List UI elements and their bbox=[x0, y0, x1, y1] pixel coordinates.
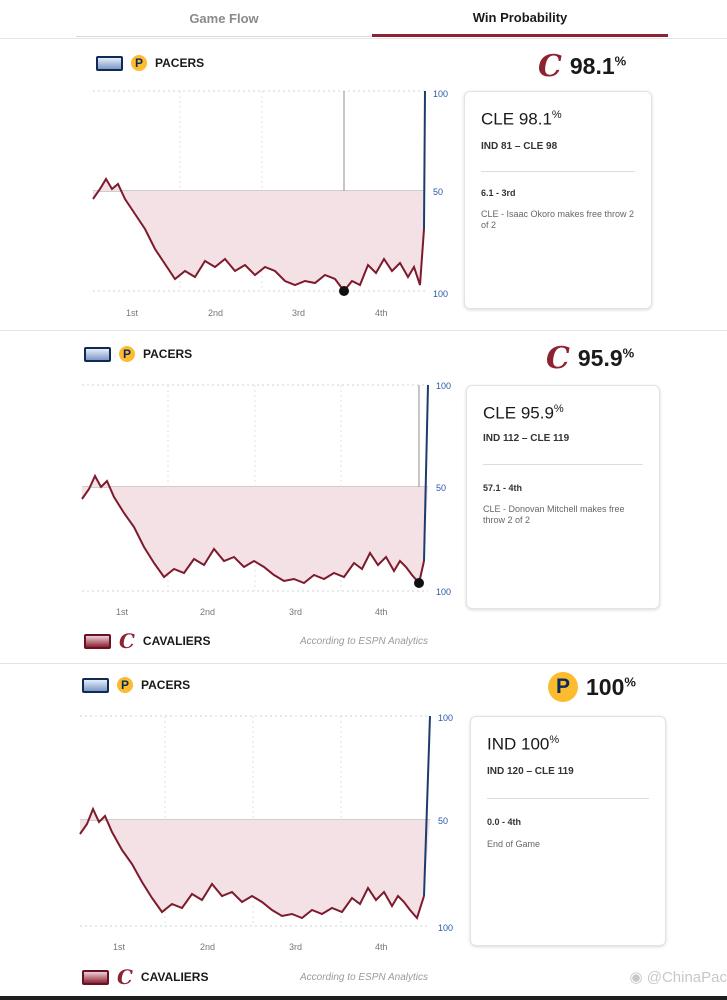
tab-game-flow[interactable]: Game Flow bbox=[76, 0, 372, 37]
bottom-bar bbox=[0, 996, 727, 1000]
card-score: IND 81 – CLE 98 bbox=[481, 141, 557, 152]
tab-bar: Game Flow Win Probability bbox=[76, 0, 668, 38]
card-headline: CLE 95.9% bbox=[483, 403, 564, 424]
x-tick-2nd: 2nd bbox=[208, 308, 223, 318]
cavaliers-logo-icon: C bbox=[119, 629, 135, 653]
card-divider bbox=[487, 798, 649, 799]
y-tick-100-bottom: 100 bbox=[438, 923, 453, 933]
x-tick-3rd: 3rd bbox=[289, 607, 302, 617]
cavaliers-legend: C CAVALIERS bbox=[82, 965, 208, 989]
cavaliers-label: CAVALIERS bbox=[141, 970, 209, 984]
win-probability-panel-2: P PACERS C 95.9% 100 50 100 1st 2nd 3rd … bbox=[0, 330, 727, 659]
play-info-card: CLE 95.9% IND 112 – CLE 119 57.1 - 4th C… bbox=[466, 385, 660, 609]
x-tick-2nd: 2nd bbox=[200, 942, 215, 952]
y-tick-50: 50 bbox=[438, 816, 448, 826]
card-time: 57.1 - 4th bbox=[483, 483, 522, 493]
card-score: IND 120 – CLE 119 bbox=[487, 766, 574, 777]
cavaliers-swatch bbox=[84, 634, 111, 649]
win-prob-area bbox=[93, 179, 425, 291]
card-divider bbox=[481, 171, 635, 172]
cavaliers-label: CAVALIERS bbox=[143, 634, 211, 648]
x-tick-4th: 4th bbox=[375, 607, 388, 617]
x-tick-1st: 1st bbox=[126, 308, 139, 318]
watermark: ◉ @ChinaPac bbox=[629, 968, 727, 986]
card-headline: IND 100% bbox=[487, 734, 559, 755]
card-time: 6.1 - 3rd bbox=[481, 188, 516, 198]
y-tick-50: 50 bbox=[433, 187, 443, 197]
card-divider bbox=[483, 464, 643, 465]
x-tick-4th: 4th bbox=[375, 308, 388, 318]
current-play-marker bbox=[339, 286, 349, 296]
x-tick-3rd: 3rd bbox=[292, 308, 305, 318]
win-prob-spike bbox=[424, 91, 425, 229]
x-tick-1st: 1st bbox=[113, 942, 126, 952]
play-info-card: IND 100% IND 120 – CLE 119 0.0 - 4th End… bbox=[470, 716, 666, 946]
cavaliers-legend: C CAVALIERS bbox=[84, 629, 210, 653]
cavaliers-logo-icon: C bbox=[117, 965, 133, 989]
cavaliers-swatch bbox=[82, 970, 109, 985]
y-tick-100: 100 bbox=[433, 89, 448, 99]
weibo-icon: ◉ bbox=[629, 969, 642, 986]
card-time: 0.0 - 4th bbox=[487, 817, 521, 827]
card-play: CLE - Donovan Mitchell makes free throw … bbox=[483, 504, 643, 526]
card-play: End of Game bbox=[487, 839, 649, 850]
win-probability-panel-3: P PACERS P 100% 100 50 100 1st 2nd 3rd 4… bbox=[0, 663, 727, 997]
play-info-card: CLE 98.1% IND 81 – CLE 98 6.1 - 3rd CLE … bbox=[464, 91, 652, 309]
current-play-marker bbox=[414, 578, 424, 588]
y-tick-100: 100 bbox=[438, 713, 453, 723]
y-tick-100-bottom: 100 bbox=[433, 289, 448, 299]
analytics-credit: According to ESPN Analytics bbox=[300, 636, 428, 647]
x-tick-3rd: 3rd bbox=[289, 942, 302, 952]
win-prob-spike bbox=[424, 385, 428, 561]
win-probability-panel-1: P PACERS C 98.1% 100 50 100 1st 2nd 3rd … bbox=[0, 38, 727, 329]
y-tick-100: 100 bbox=[436, 381, 451, 391]
x-tick-4th: 4th bbox=[375, 942, 388, 952]
tab-win-probability[interactable]: Win Probability bbox=[372, 0, 668, 37]
card-score: IND 112 – CLE 119 bbox=[483, 433, 569, 444]
card-play: CLE - Isaac Okoro makes free throw 2 of … bbox=[481, 209, 635, 231]
x-tick-1st: 1st bbox=[116, 607, 129, 617]
card-headline: CLE 98.1% bbox=[481, 109, 562, 130]
x-tick-2nd: 2nd bbox=[200, 607, 215, 617]
watermark-text: @ChinaPac bbox=[647, 969, 727, 986]
y-tick-100-bottom: 100 bbox=[436, 587, 451, 597]
y-tick-50: 50 bbox=[436, 483, 446, 493]
win-prob-spike bbox=[424, 716, 430, 896]
analytics-credit: According to ESPN Analytics bbox=[300, 972, 428, 983]
